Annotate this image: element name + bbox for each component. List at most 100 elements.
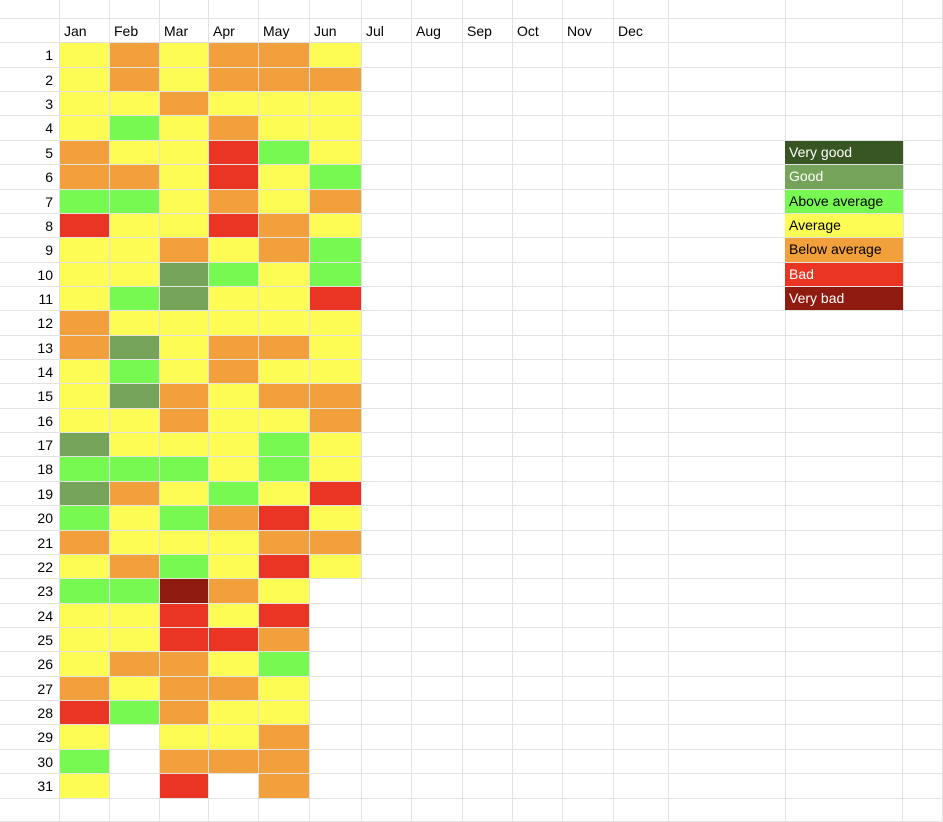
rating-cell[interactable] [259,238,310,263]
grid-cell[interactable] [463,555,513,579]
rating-cell[interactable] [60,579,110,604]
grid-cell[interactable] [513,116,563,141]
grid-cell[interactable] [903,701,943,725]
rating-cell[interactable] [110,677,160,701]
grid-cell[interactable] [903,141,943,165]
grid-cell[interactable] [786,68,903,92]
grid-cell[interactable] [563,141,614,165]
grid-cell[interactable] [463,0,513,19]
grid-cell[interactable] [463,701,513,725]
grid-cell[interactable] [669,555,786,579]
rating-cell[interactable] [160,506,209,531]
grid-cell[interactable] [669,604,786,628]
grid-cell[interactable] [362,263,412,287]
rating-cell[interactable] [160,92,209,116]
rating-cell[interactable] [110,555,160,579]
rating-cell[interactable] [310,628,362,652]
rating-cell[interactable] [310,311,362,336]
grid-cell[interactable] [903,725,943,750]
grid-cell[interactable] [903,19,943,43]
rating-cell[interactable] [209,384,259,409]
grid-cell[interactable] [362,799,412,822]
grid-cell[interactable] [903,384,943,409]
grid-cell[interactable] [614,799,669,822]
grid-cell[interactable] [362,384,412,409]
grid-cell[interactable] [614,774,669,799]
grid-cell[interactable] [513,482,563,506]
grid-cell[interactable] [786,19,903,43]
grid-cell[interactable] [563,311,614,336]
grid-cell[interactable] [563,0,614,19]
rating-cell[interactable] [310,750,362,774]
grid-cell[interactable] [563,701,614,725]
grid-cell[interactable] [463,506,513,531]
rating-cell[interactable] [310,43,362,68]
grid-cell[interactable] [614,506,669,531]
grid-cell[interactable] [786,774,903,799]
rating-cell[interactable] [60,457,110,482]
grid-cell[interactable] [563,531,614,555]
grid-cell[interactable] [903,0,943,19]
grid-cell[interactable] [463,43,513,68]
grid-cell[interactable] [903,604,943,628]
grid-cell[interactable] [614,311,669,336]
grid-cell[interactable] [563,628,614,652]
grid-cell[interactable] [563,116,614,141]
grid-cell[interactable] [362,238,412,263]
rating-cell[interactable] [60,214,110,238]
grid-cell[interactable] [412,311,463,336]
grid-cell[interactable] [614,750,669,774]
rating-cell[interactable] [310,287,362,311]
grid-cell[interactable] [412,579,463,604]
rating-cell[interactable] [209,92,259,116]
grid-cell[interactable] [786,116,903,141]
grid-cell[interactable] [209,0,259,19]
rating-cell[interactable] [160,750,209,774]
grid-cell[interactable] [362,604,412,628]
grid-cell[interactable] [786,579,903,604]
rating-cell[interactable] [259,555,310,579]
grid-cell[interactable] [0,19,60,43]
legend-item-b[interactable]: Bad [785,263,904,287]
rating-cell[interactable] [60,263,110,287]
rating-cell[interactable] [110,701,160,725]
grid-cell[interactable] [513,531,563,555]
grid-cell[interactable] [513,287,563,311]
grid-cell[interactable] [903,190,943,214]
rating-cell[interactable] [110,287,160,311]
grid-cell[interactable] [786,433,903,457]
rating-cell[interactable] [110,336,160,360]
grid-cell[interactable] [669,628,786,652]
grid-cell[interactable] [160,799,209,822]
grid-cell[interactable] [786,0,903,19]
rating-cell[interactable] [110,433,160,457]
grid-cell[interactable] [463,750,513,774]
rating-cell[interactable] [310,506,362,531]
grid-cell[interactable] [786,701,903,725]
rating-cell[interactable] [310,165,362,190]
legend-item-ba[interactable]: Below average [785,238,904,263]
grid-cell[interactable] [903,799,943,822]
grid-cell[interactable] [614,628,669,652]
rating-cell[interactable] [110,506,160,531]
grid-cell[interactable] [669,92,786,116]
grid-cell[interactable] [412,531,463,555]
grid-cell[interactable] [563,506,614,531]
grid-cell[interactable] [362,92,412,116]
rating-cell[interactable] [160,725,209,750]
grid-cell[interactable] [513,92,563,116]
rating-cell[interactable] [160,263,209,287]
rating-cell[interactable] [259,165,310,190]
grid-cell[interactable] [903,263,943,287]
grid-cell[interactable] [786,604,903,628]
rating-cell[interactable] [160,604,209,628]
grid-cell[interactable] [903,482,943,506]
rating-cell[interactable] [60,287,110,311]
grid-cell[interactable] [362,68,412,92]
rating-cell[interactable] [209,725,259,750]
grid-cell[interactable] [614,141,669,165]
grid-cell[interactable] [412,0,463,19]
grid-cell[interactable] [362,774,412,799]
rating-cell[interactable] [209,579,259,604]
grid-cell[interactable] [463,725,513,750]
